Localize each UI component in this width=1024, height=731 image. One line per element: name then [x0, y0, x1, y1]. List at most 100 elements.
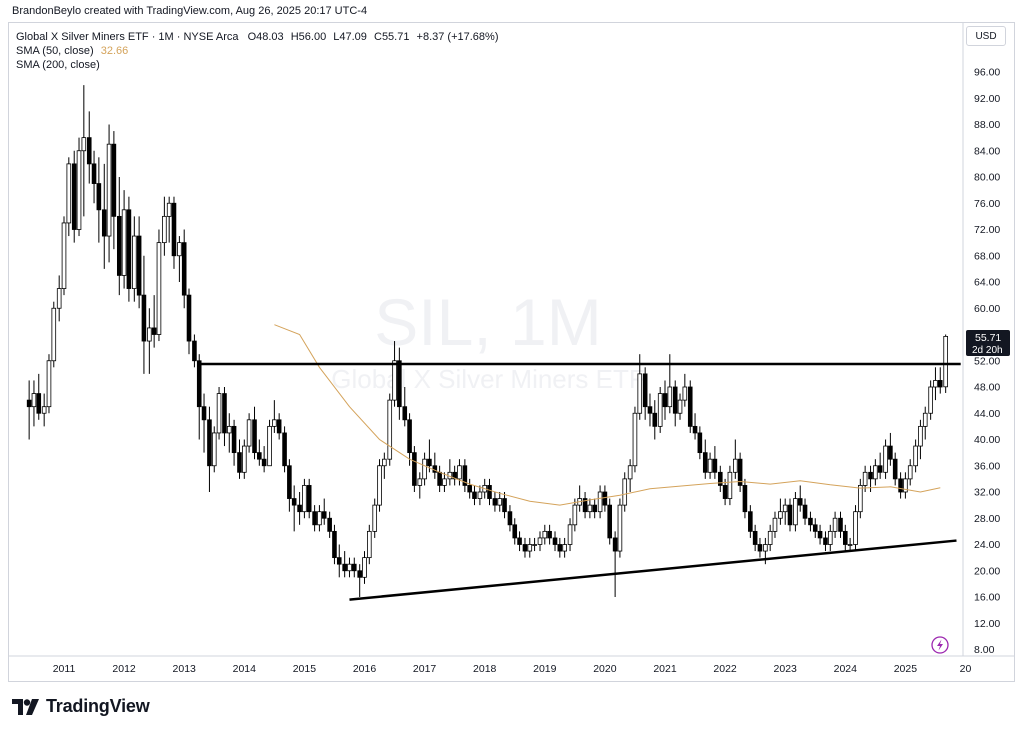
candle	[757, 537, 763, 558]
candle-body	[712, 458, 718, 473]
candle-body	[41, 406, 47, 414]
candle	[132, 216, 137, 302]
candle	[61, 216, 67, 296]
candle	[76, 137, 82, 237]
candle	[617, 498, 623, 558]
price-tick-label: 76.00	[974, 198, 1000, 210]
candle	[812, 518, 818, 538]
candle	[717, 465, 723, 492]
candle-body	[297, 504, 302, 513]
candle-body	[522, 544, 528, 552]
candle	[632, 406, 638, 473]
support-trendline[interactable]	[349, 539, 957, 601]
candle-body	[877, 465, 883, 473]
time-tick-label: 2018	[473, 663, 497, 675]
candle	[647, 393, 653, 427]
candle-body	[823, 537, 828, 545]
price-tick-label: 20.00	[974, 565, 1000, 577]
candle-body	[843, 530, 848, 545]
candle-body	[943, 336, 948, 388]
candle-body	[567, 524, 573, 545]
legend-sma200-row[interactable]: SMA (200, close)	[16, 58, 498, 72]
candle	[91, 150, 97, 204]
candle-body	[892, 458, 898, 480]
candle	[572, 498, 578, 532]
candle	[877, 452, 883, 479]
last-price-value: 55.71	[975, 332, 1001, 344]
candle	[177, 236, 182, 282]
candle	[913, 439, 918, 473]
candle-body	[156, 242, 162, 335]
legend-sma50-row[interactable]: SMA (50, close) 32.66	[16, 44, 498, 58]
candle	[26, 380, 32, 440]
candle-body	[257, 452, 262, 460]
candle-body	[858, 485, 863, 513]
candle-body	[196, 360, 202, 408]
candle-body	[31, 393, 37, 408]
candle	[597, 485, 603, 519]
candle	[888, 432, 893, 466]
candle-body	[351, 563, 357, 572]
candle-body	[46, 360, 52, 408]
candle	[582, 492, 588, 519]
candle-body	[933, 380, 938, 388]
candle	[607, 498, 613, 545]
candle	[272, 400, 277, 433]
candle	[181, 229, 187, 309]
candle-body	[387, 399, 393, 460]
candle	[742, 478, 748, 519]
candle-body	[372, 504, 378, 532]
candle-body	[632, 412, 638, 467]
candle	[186, 288, 192, 355]
candle	[873, 459, 878, 486]
candle-body	[898, 478, 903, 493]
candle-body	[677, 399, 683, 414]
candle	[853, 505, 858, 552]
candle-body	[742, 485, 748, 513]
candle-body	[347, 563, 352, 572]
candle	[377, 459, 382, 512]
currency-button[interactable]: USD	[966, 26, 1006, 46]
legend-main-row: Global X Silver Miners ETF · 1M · NYSE A…	[16, 30, 498, 44]
candle-body	[166, 202, 172, 217]
candle-body	[462, 465, 468, 486]
candle-body	[793, 498, 798, 526]
candle-body	[702, 452, 708, 473]
brand-footer[interactable]: TradingView	[12, 696, 150, 717]
chart-legend: Global X Silver Miners ETF · 1M · NYSE A…	[16, 30, 498, 72]
lightning-icon[interactable]	[931, 636, 949, 654]
candle-body	[763, 544, 768, 552]
candle-body	[752, 530, 758, 545]
candle-body	[61, 222, 67, 289]
candle	[147, 308, 152, 374]
candle-body	[778, 511, 783, 519]
candle	[327, 511, 332, 538]
price-tick-label: 84.00	[974, 145, 1000, 157]
candle-body	[427, 458, 432, 467]
candle	[937, 367, 943, 394]
candle-body	[66, 163, 72, 224]
candle	[96, 157, 102, 243]
price-tick-label: 96.00	[974, 67, 1000, 79]
candle-body	[612, 537, 618, 552]
candle-body	[201, 406, 207, 421]
candle	[387, 393, 393, 466]
candles-layer	[26, 85, 948, 597]
candle-body	[622, 478, 628, 506]
candle	[532, 537, 537, 552]
candle	[291, 485, 297, 532]
candle-body	[231, 425, 237, 454]
candle-body	[336, 557, 342, 565]
candle-body	[272, 419, 277, 427]
candle-body	[407, 419, 412, 454]
price-tick-label: 48.00	[974, 382, 1000, 394]
candle-body	[862, 471, 868, 486]
candle-body	[652, 412, 658, 427]
candle-body	[207, 419, 212, 467]
candle-body	[587, 504, 593, 513]
price-tick-label: 44.00	[974, 408, 1000, 420]
candle-body	[797, 498, 803, 506]
candle-body	[527, 544, 533, 552]
candle-body	[327, 517, 332, 532]
